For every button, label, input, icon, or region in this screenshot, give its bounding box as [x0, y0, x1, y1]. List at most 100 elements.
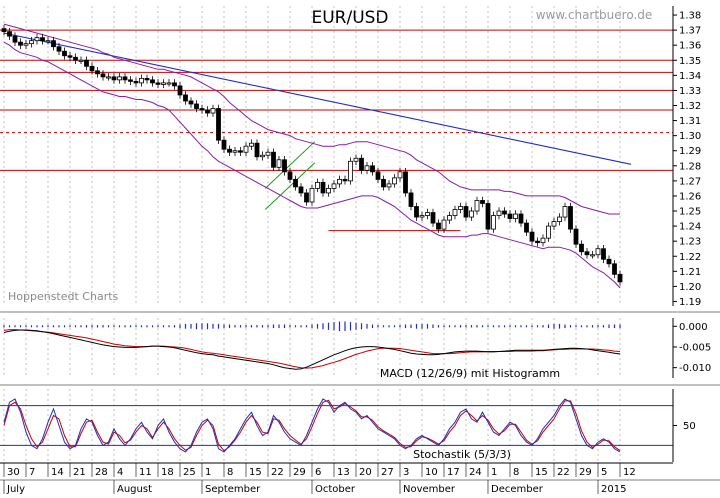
- channel-upper-line: [264, 141, 316, 189]
- x-tick-label: 6: [315, 467, 321, 478]
- price-tick-label: 1.23: [679, 237, 701, 248]
- candle: [161, 82, 166, 85]
- candle: [375, 171, 381, 180]
- candle: [271, 151, 276, 168]
- month-label: November: [403, 484, 456, 494]
- candle: [507, 213, 513, 219]
- candle: [579, 243, 584, 253]
- x-tick-label: 15: [249, 467, 262, 478]
- price-tick-label: 1.30: [679, 131, 701, 142]
- candle: [529, 231, 535, 242]
- x-tick-label: 8: [227, 467, 233, 478]
- candle: [298, 186, 304, 194]
- price-tick-label: 1.29: [679, 146, 701, 157]
- x-tick-label: 30: [7, 467, 20, 478]
- macd-signal-line: [3, 329, 621, 369]
- candle: [447, 215, 452, 221]
- chart-title: EUR/USD: [311, 8, 388, 28]
- watermark: www.chartbuero.de: [536, 8, 653, 22]
- x-tick-label: 12: [623, 467, 636, 478]
- candle: [227, 148, 232, 153]
- x-tick-label: 7: [29, 467, 35, 478]
- candle: [573, 228, 579, 245]
- candle: [216, 108, 221, 141]
- macd-label: MACD (12/26/9) mit Histogramm: [380, 367, 560, 380]
- candle: [590, 254, 595, 257]
- candle: [62, 50, 67, 57]
- candle: [518, 213, 524, 224]
- candle: [282, 159, 287, 173]
- candle: [425, 212, 430, 216]
- candle: [491, 215, 496, 230]
- candle: [601, 248, 606, 260]
- candle: [513, 213, 518, 219]
- candle: [155, 82, 161, 85]
- candle: [67, 55, 73, 58]
- candle: [326, 188, 331, 194]
- month-label: July: [6, 484, 25, 494]
- candle: [551, 221, 557, 227]
- x-tick-label: 22: [271, 467, 284, 478]
- price-tick-label: 1.28: [679, 161, 701, 172]
- candle: [139, 77, 144, 84]
- x-tick-label: 18: [161, 467, 174, 478]
- candle: [480, 200, 485, 204]
- x-tick-label: 21: [73, 467, 86, 478]
- candle: [469, 210, 474, 218]
- candle: [595, 248, 601, 256]
- candle: [1, 28, 7, 33]
- candle: [568, 206, 573, 230]
- candle: [238, 150, 243, 153]
- macd-tick-label: 0.000: [679, 322, 708, 333]
- x-tick-label: 1: [491, 467, 497, 478]
- price-tick-label: 1.33: [679, 86, 701, 97]
- candle: [309, 188, 315, 203]
- candle: [293, 178, 298, 188]
- bollinger-upper-line: [3, 23, 620, 215]
- candle: [370, 165, 375, 173]
- x-tick-label: 8: [513, 467, 519, 478]
- stoch-k-line: [3, 398, 621, 453]
- candle: [128, 79, 133, 82]
- candle: [100, 73, 106, 78]
- price-tick-label: 1.20: [679, 282, 701, 293]
- x-tick-label: 5: [601, 467, 607, 478]
- x-tick-label: 11: [139, 467, 152, 478]
- candle: [408, 192, 414, 207]
- candle: [194, 103, 199, 109]
- price-tick-label: 1.38: [679, 11, 701, 22]
- price-tick-label: 1.21: [679, 267, 701, 278]
- candle: [78, 59, 84, 62]
- price-tick-label: 1.27: [679, 176, 701, 187]
- candle: [23, 43, 29, 46]
- x-tick-label: 14: [51, 467, 64, 478]
- candle: [353, 157, 359, 162]
- x-tick-label: 20: [359, 467, 372, 478]
- month-label: August: [117, 484, 152, 494]
- candle: [359, 157, 364, 171]
- candle: [419, 215, 425, 218]
- candle: [562, 206, 568, 218]
- candle: [122, 76, 128, 81]
- x-tick-label: 24: [469, 467, 482, 478]
- candle: [331, 183, 337, 189]
- price-tick-label: 1.19: [679, 297, 701, 308]
- candle: [183, 94, 188, 102]
- candle: [29, 40, 34, 45]
- candle: [430, 212, 436, 224]
- candle: [337, 178, 342, 185]
- price-tick-label: 1.37: [679, 26, 701, 37]
- candle: [150, 79, 155, 84]
- candle: [364, 165, 370, 171]
- candle: [496, 210, 502, 216]
- candle: [348, 160, 353, 182]
- candle: [342, 178, 348, 182]
- candle: [584, 251, 590, 256]
- candle: [606, 258, 612, 265]
- price-tick-label: 1.34: [679, 71, 701, 82]
- candle: [51, 40, 56, 48]
- month-label: 2015: [601, 484, 626, 494]
- trendline: [3, 32, 632, 165]
- month-label: December: [491, 484, 544, 494]
- candle: [106, 76, 111, 79]
